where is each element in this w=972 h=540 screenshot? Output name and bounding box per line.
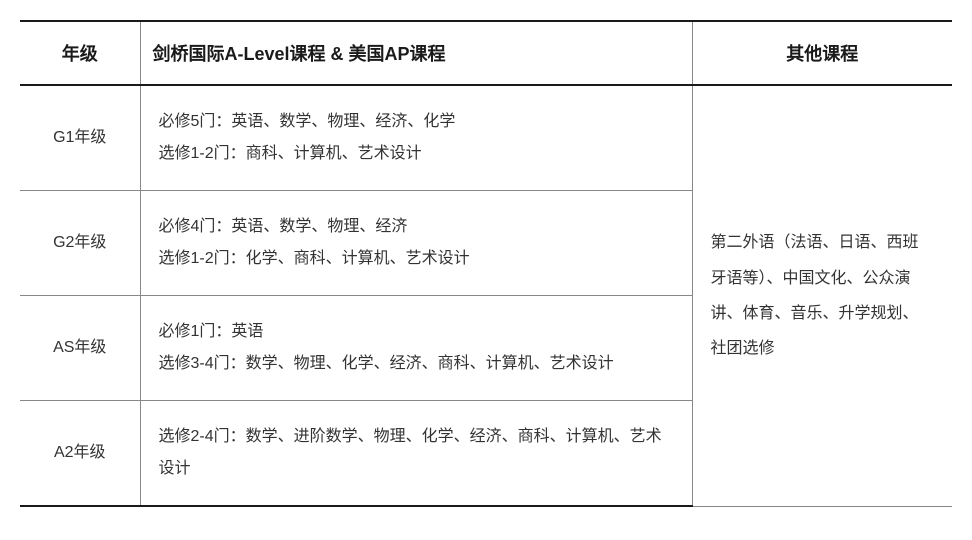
curriculum-table: 年级 剑桥国际A-Level课程 & 美国AP课程 其他课程 G1年级 必修5门… [20,20,952,507]
grade-cell: A2年级 [20,401,140,507]
course-line: 选修2-4门：数学、进阶数学、物理、化学、经济、商科、计算机、艺术设计 [159,421,674,485]
course-line: 必修1门：英语 [159,316,674,348]
table-row: G1年级 必修5门：英语、数学、物理、经济、化学 选修1-2门：商科、计算机、艺… [20,85,952,191]
course-line: 必修5门：英语、数学、物理、经济、化学 [159,106,674,138]
grade-cell: G1年级 [20,85,140,191]
main-courses-cell: 必修5门：英语、数学、物理、经济、化学 选修1-2门：商科、计算机、艺术设计 [140,85,692,191]
other-courses-cell: 第二外语（法语、日语、西班牙语等）、中国文化、公众演讲、体育、音乐、升学规划、社… [692,85,952,506]
header-grade: 年级 [20,21,140,85]
course-line: 选修1-2门：化学、商科、计算机、艺术设计 [159,243,674,275]
grade-cell: AS年级 [20,296,140,401]
header-main-courses: 剑桥国际A-Level课程 & 美国AP课程 [140,21,692,85]
main-courses-cell: 必修4门：英语、数学、物理、经济 选修1-2门：化学、商科、计算机、艺术设计 [140,191,692,296]
table-header-row: 年级 剑桥国际A-Level课程 & 美国AP课程 其他课程 [20,21,952,85]
main-courses-cell: 选修2-4门：数学、进阶数学、物理、化学、经济、商科、计算机、艺术设计 [140,401,692,507]
header-other-courses: 其他课程 [692,21,952,85]
curriculum-table-wrapper: 年级 剑桥国际A-Level课程 & 美国AP课程 其他课程 G1年级 必修5门… [20,20,952,507]
course-line: 选修1-2门：商科、计算机、艺术设计 [159,138,674,170]
course-line: 选修3-4门：数学、物理、化学、经济、商科、计算机、艺术设计 [159,348,674,380]
grade-cell: G2年级 [20,191,140,296]
course-line: 必修4门：英语、数学、物理、经济 [159,211,674,243]
main-courses-cell: 必修1门：英语 选修3-4门：数学、物理、化学、经济、商科、计算机、艺术设计 [140,296,692,401]
